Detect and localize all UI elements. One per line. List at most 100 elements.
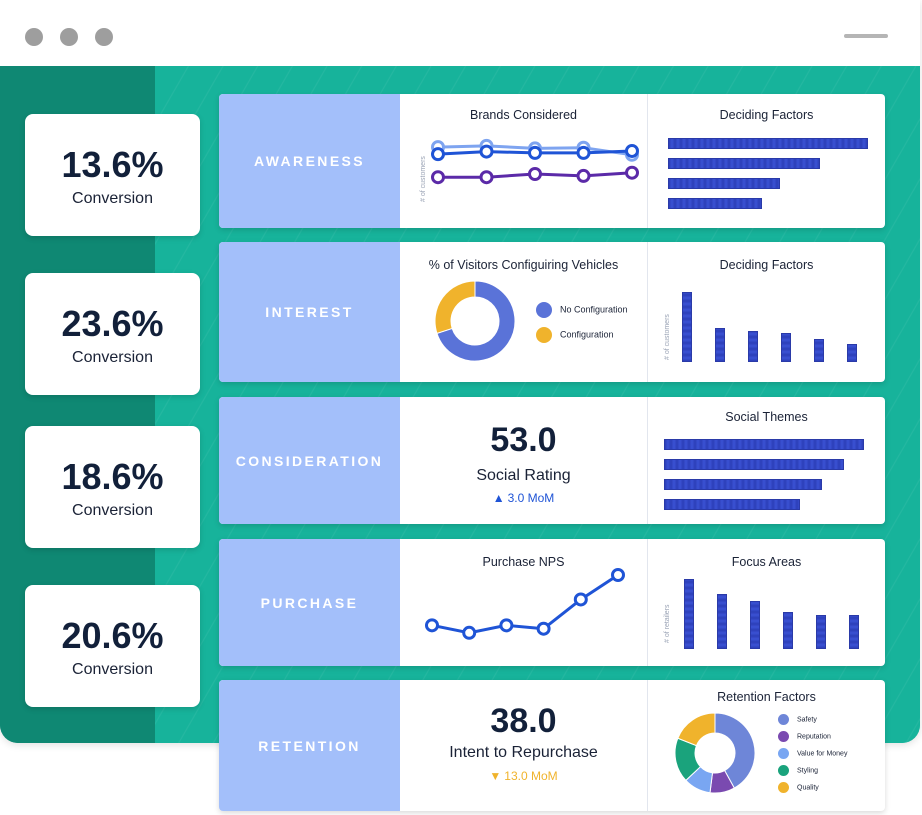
deciding-factors-column-chart — [674, 286, 874, 362]
pie-slice — [434, 280, 476, 334]
stage-label: CONSIDERATION — [219, 397, 400, 524]
bar — [847, 343, 857, 362]
bar — [682, 292, 692, 362]
bar — [668, 198, 762, 209]
legend-item: Quality — [778, 782, 819, 793]
kpi-value: 23.6% — [61, 303, 164, 344]
kpi-label: Conversion — [72, 661, 153, 678]
data-point — [576, 168, 591, 183]
social-rating-delta: ▲ 3.0 MoM — [400, 491, 647, 505]
data-point — [573, 592, 588, 607]
focus-areas-panel: Focus Areas # of retailers — [647, 539, 885, 666]
retention-donut-chart — [674, 712, 756, 794]
legend-item: Styling — [778, 765, 818, 776]
legend-swatch — [778, 765, 789, 776]
legend-swatch — [778, 748, 789, 759]
stage-row-consideration: CONSIDERATION 53.0 Social Rating ▲ 3.0 Mo… — [219, 397, 885, 524]
data-point — [479, 170, 494, 185]
bar — [664, 439, 864, 450]
legend-label: Safety — [797, 716, 817, 724]
repurchase-panel: 38.0 Intent to Repurchase ▼ 13.0 MoM — [400, 680, 647, 811]
brands-considered-panel: Brands Considered # of customers — [400, 94, 647, 228]
window-dot-icon[interactable] — [95, 28, 113, 46]
delta-value: 13.0 MoM — [504, 769, 558, 783]
legend-label: Styling — [797, 767, 819, 775]
social-rating-label: Social Rating — [476, 467, 571, 484]
data-point — [528, 167, 542, 181]
bar — [715, 328, 725, 362]
window-dot-icon[interactable] — [25, 28, 43, 46]
chart-title: Focus Areas — [731, 555, 802, 569]
y-axis-label: # of retailers — [664, 604, 671, 643]
social-rating-panel: 53.0 Social Rating ▲ 3.0 MoM — [400, 397, 647, 524]
data-point — [499, 618, 514, 633]
kpi-label: Conversion — [72, 190, 153, 207]
chart-title: Social Themes — [725, 410, 808, 424]
repurchase-delta: ▼ 13.0 MoM — [400, 769, 647, 783]
menu-icon[interactable] — [844, 34, 888, 38]
bar — [668, 158, 820, 169]
pie-slice — [436, 280, 516, 362]
data-point — [536, 621, 551, 636]
chart-title: Purchase NPS — [482, 555, 565, 569]
pie-slice — [677, 712, 716, 747]
kpi-card: 13.6% Conversion — [25, 114, 200, 236]
legend-label: Configuration — [560, 329, 614, 340]
kpi-card: 18.6% Conversion — [25, 426, 200, 548]
repurchase-value: 38.0 — [490, 702, 557, 740]
bar — [814, 338, 824, 362]
legend-item: Safety — [778, 714, 817, 725]
data-point — [479, 144, 494, 159]
bar — [783, 611, 793, 649]
bar — [664, 499, 800, 510]
stage-label: INTEREST — [219, 242, 400, 382]
bar — [750, 600, 760, 649]
bar — [748, 330, 758, 362]
data-point — [431, 147, 445, 162]
bar — [816, 614, 826, 649]
triangle-up-icon: ▲ — [492, 491, 505, 505]
legend-item: Value for Money — [778, 748, 847, 759]
series-line — [431, 573, 619, 635]
delta-value: 3.0 MoM — [507, 491, 555, 505]
stage-label: RETENTION — [219, 680, 400, 811]
kpi-value: 13.6% — [61, 144, 164, 185]
legend-swatch — [778, 731, 789, 742]
deciding-factors-panel: Deciding Factors # of customers — [647, 242, 885, 382]
legend-item: Configuration — [536, 327, 614, 343]
deciding-factors-bar-chart — [668, 138, 868, 218]
bar — [717, 594, 727, 649]
legend-swatch — [778, 782, 789, 793]
kpi-card: 20.6% Conversion — [25, 585, 200, 707]
chart-title: Brands Considered — [469, 108, 577, 122]
kpi-card: 23.6% Conversion — [25, 273, 200, 395]
window-titlebar — [0, 0, 920, 66]
legend-label: Reputation — [797, 733, 831, 741]
bar — [668, 138, 868, 149]
bar — [849, 614, 859, 649]
data-point — [425, 618, 439, 633]
kpi-label: Conversion — [72, 349, 153, 366]
legend-swatch — [536, 302, 552, 318]
social-themes-panel: Social Themes — [647, 397, 885, 524]
chart-title: Retention Factors — [717, 690, 816, 704]
stage-label: AWARENESS — [219, 94, 400, 228]
legend-swatch — [536, 327, 552, 343]
bar — [781, 332, 791, 362]
chart-title: % of Visitors Configuiring Vehicles — [428, 258, 619, 272]
legend-swatch — [778, 714, 789, 725]
kpi-value: 20.6% — [61, 615, 164, 656]
bar — [664, 459, 844, 470]
window-dot-icon[interactable] — [60, 28, 78, 46]
legend-label: Value for Money — [797, 750, 848, 758]
y-axis-label: # of customers — [420, 156, 427, 202]
triangle-down-icon: ▼ — [489, 769, 502, 783]
social-themes-bar-chart — [664, 439, 874, 519]
data-point — [625, 165, 639, 180]
kpi-value: 18.6% — [61, 456, 164, 497]
legend-label: No Configuration — [560, 304, 628, 315]
chart-title: Deciding Factors — [719, 258, 814, 272]
data-point — [528, 145, 542, 160]
legend-item: Reputation — [778, 731, 831, 742]
kpi-label: Conversion — [72, 502, 153, 519]
